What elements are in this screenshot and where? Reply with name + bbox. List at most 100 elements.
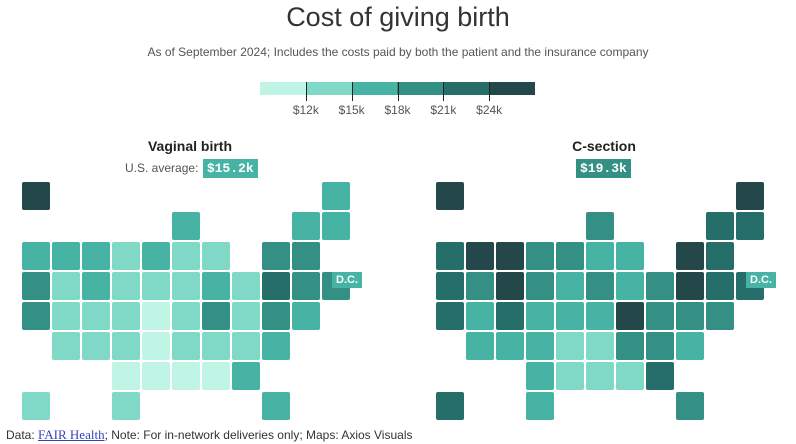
state-id xyxy=(466,242,494,270)
state-va xyxy=(646,302,674,330)
state-ia xyxy=(142,272,170,300)
state-vt xyxy=(706,212,734,240)
state-al xyxy=(202,362,230,390)
legend-tick xyxy=(397,82,399,101)
vaginal-average-badge: $15.2k xyxy=(202,159,258,178)
state-ca xyxy=(22,302,50,330)
state-ok xyxy=(112,362,140,390)
state-mi xyxy=(616,242,644,270)
state-wy xyxy=(496,272,524,300)
state-wa xyxy=(22,242,50,270)
state-nc xyxy=(202,332,230,360)
state-ky xyxy=(586,302,614,330)
state-in xyxy=(172,272,200,300)
state-ut xyxy=(52,302,80,330)
footer-suffix: ; Note: For in-network deliveries only; … xyxy=(104,428,413,442)
state-sc xyxy=(232,332,260,360)
state-nh xyxy=(736,212,764,240)
state-ak xyxy=(436,182,464,210)
state-fl xyxy=(262,392,290,420)
state-id xyxy=(52,242,80,270)
state-ct xyxy=(292,272,320,300)
state-oh xyxy=(202,272,230,300)
state-nh xyxy=(322,212,350,240)
state-fl xyxy=(676,392,704,420)
state-nd xyxy=(112,242,140,270)
state-ms xyxy=(172,362,200,390)
csection-map-title: C-section xyxy=(572,138,636,154)
state-az xyxy=(466,332,494,360)
state-mt xyxy=(82,242,110,270)
state-mo xyxy=(556,302,584,330)
legend-tick-label: $18k xyxy=(384,103,411,117)
state-al xyxy=(616,362,644,390)
state-co xyxy=(82,302,110,330)
state-vt xyxy=(292,212,320,240)
state-ar xyxy=(556,332,584,360)
state-wv xyxy=(616,302,644,330)
legend-swatch xyxy=(260,82,306,95)
state-ma xyxy=(706,242,734,270)
chart-subtitle: As of September 2024; Includes the costs… xyxy=(147,45,649,59)
state-hi xyxy=(22,392,50,420)
state-nj xyxy=(676,272,704,300)
state-ks xyxy=(526,332,554,360)
state-mn xyxy=(556,242,584,270)
legend-swatch xyxy=(305,82,352,95)
state-de xyxy=(292,302,320,330)
state-la xyxy=(556,362,584,390)
state-sc xyxy=(646,332,674,360)
footer-source: Data: FAIR Health; Note: For in-network … xyxy=(6,427,412,443)
state-ny xyxy=(676,242,704,270)
legend-tick xyxy=(351,82,353,101)
color-legend xyxy=(260,82,535,95)
state-ne xyxy=(526,302,554,330)
state-ct xyxy=(706,272,734,300)
csection-map: D.C. xyxy=(436,182,776,420)
state-ga xyxy=(232,362,260,390)
dc-label: D.C. xyxy=(332,272,362,288)
state-nc xyxy=(616,332,644,360)
state-mo xyxy=(142,302,170,330)
state-ms xyxy=(586,362,614,390)
legend-tick-label: $12k xyxy=(292,103,319,117)
state-nm xyxy=(496,332,524,360)
state-hi xyxy=(436,392,464,420)
legend-swatch xyxy=(489,82,535,95)
state-il xyxy=(586,242,614,270)
state-pa xyxy=(232,272,260,300)
state-wy xyxy=(82,272,110,300)
footer-prefix: Data: xyxy=(6,428,39,442)
legend-tick xyxy=(443,82,445,101)
legend-tick xyxy=(305,82,307,101)
csection-average-badge: $19.3k xyxy=(576,159,631,178)
state-tx xyxy=(112,392,140,420)
state-nj xyxy=(262,272,290,300)
state-dc xyxy=(262,332,290,360)
legend-tick xyxy=(489,82,491,101)
state-il xyxy=(172,242,200,270)
state-or xyxy=(22,272,50,300)
vaginal-map-title: Vaginal birth xyxy=(147,138,232,154)
fair-health-link[interactable]: FAIR Health xyxy=(38,427,105,442)
state-sd xyxy=(526,272,554,300)
state-mi xyxy=(202,242,230,270)
state-va xyxy=(232,302,260,330)
state-ne xyxy=(112,302,140,330)
state-ky xyxy=(172,302,200,330)
state-wi xyxy=(172,212,200,240)
legend-tick-label: $21k xyxy=(430,103,457,117)
state-ar xyxy=(142,332,170,360)
legend-swatch xyxy=(351,82,398,95)
state-me xyxy=(322,182,350,210)
state-la xyxy=(142,362,170,390)
state-ga xyxy=(646,362,674,390)
state-de xyxy=(706,302,734,330)
legend-swatch xyxy=(443,82,490,95)
state-nm xyxy=(82,332,110,360)
csection-average: $19.3k xyxy=(576,159,631,178)
state-oh xyxy=(616,272,644,300)
state-nv xyxy=(466,272,494,300)
dc-label: D.C. xyxy=(746,272,776,288)
state-ny xyxy=(262,242,290,270)
